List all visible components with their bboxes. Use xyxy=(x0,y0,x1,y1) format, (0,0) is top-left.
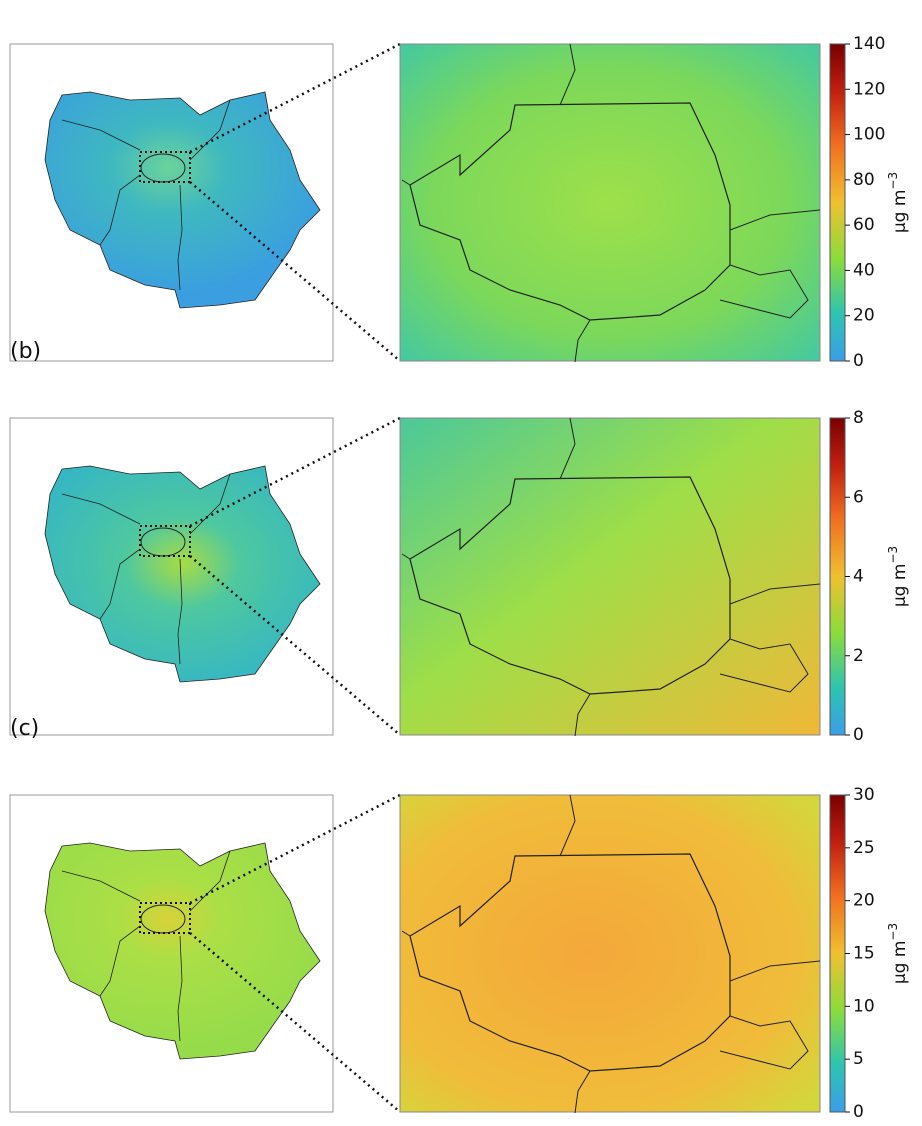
colorbar-tick-label: 30 xyxy=(853,785,875,805)
zoom-map xyxy=(400,795,820,1112)
colorbar-tick-label: 100 xyxy=(853,125,885,145)
colorbar xyxy=(830,418,845,735)
colorbar-label: μg m−3 xyxy=(886,546,911,607)
colorbar-tick-label: 4 xyxy=(853,567,864,587)
colorbar-tick-label: 8 xyxy=(853,408,864,428)
colorbar-tick-label: 6 xyxy=(853,487,864,507)
colorbar-tick-label: 2 xyxy=(853,646,864,666)
colorbar-tick-label: 0 xyxy=(853,1102,864,1122)
colorbar-tick-label: 40 xyxy=(853,260,875,280)
colorbar-tick-label: 80 xyxy=(853,170,875,190)
colorbar-tick-label: 5 xyxy=(853,1049,864,1069)
colorbar-tick-label: 10 xyxy=(853,996,875,1016)
unit-exponent: −3 xyxy=(886,546,900,564)
colorbar xyxy=(830,44,845,361)
unit: μg m xyxy=(890,941,910,985)
zoom-map xyxy=(400,44,820,361)
colorbar-tick-label: 120 xyxy=(853,79,885,99)
colorbar-tick-label: 15 xyxy=(853,944,875,964)
zoom-map xyxy=(400,418,820,735)
colorbar-tick-label: 0 xyxy=(853,351,864,371)
colorbar-label: μg m−3 xyxy=(886,172,911,233)
figure: (a)020406080100120140μg m−3(b)02468μg m−… xyxy=(0,0,922,1122)
unit-exponent: −3 xyxy=(886,923,900,941)
colorbar-tick-label: 0 xyxy=(853,725,864,745)
colorbar-tick-label: 140 xyxy=(853,34,885,54)
panel: (b) 0 2 4 6 8 μg m−3 xyxy=(10,339,910,745)
unit-exponent: −3 xyxy=(886,172,900,190)
panel-label: (b) xyxy=(10,339,41,364)
panel: (c) 0 5 10 15 20 25 30 μg m−3 xyxy=(10,716,910,1122)
unit: μg m xyxy=(890,564,910,608)
unit: μg m xyxy=(890,190,910,234)
colorbar-tick-label: 60 xyxy=(853,215,875,235)
colorbar-tick-label: 25 xyxy=(853,838,875,858)
colorbar-tick-label: 20 xyxy=(853,891,875,911)
colorbar-label: μg m−3 xyxy=(886,923,911,984)
colorbar xyxy=(830,795,845,1112)
colorbar-tick-label: 20 xyxy=(853,306,875,326)
panel-label: (c) xyxy=(10,716,39,741)
